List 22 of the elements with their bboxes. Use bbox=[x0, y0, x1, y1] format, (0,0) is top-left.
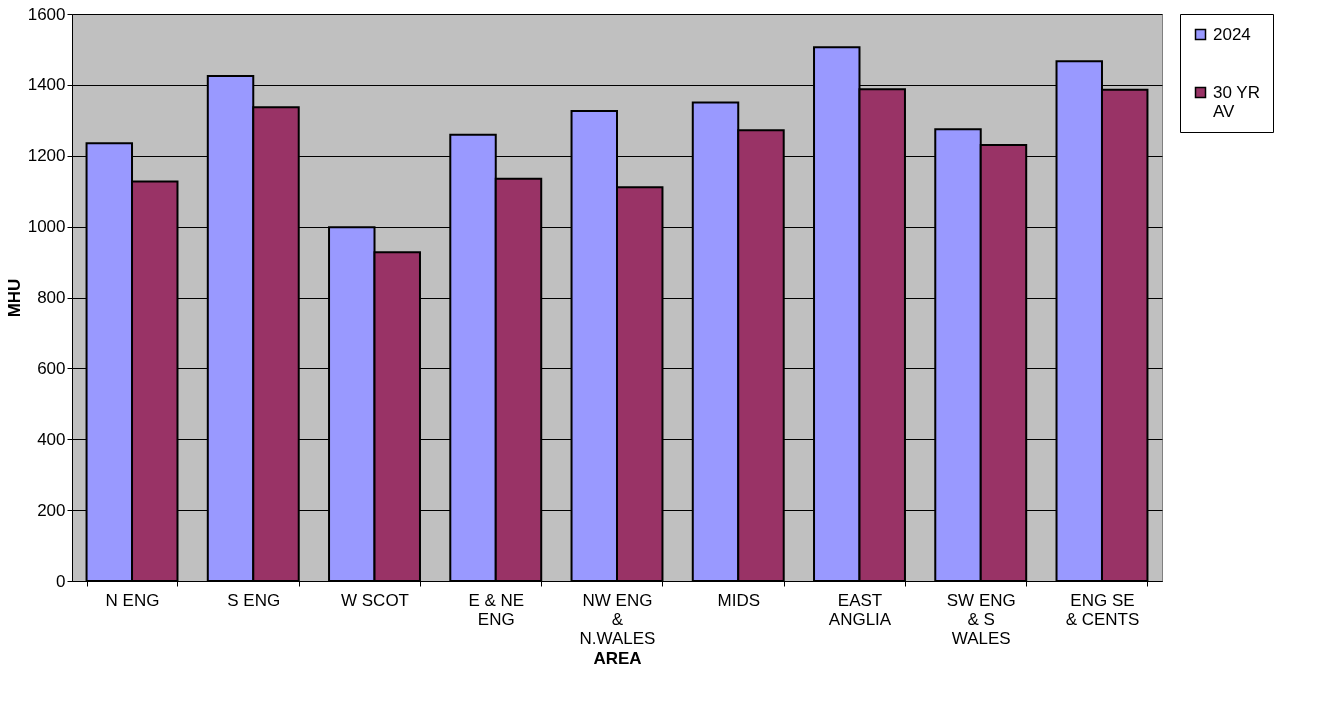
x-tick-label: ENG SE & CENTS bbox=[1065, 590, 1140, 629]
y-tick-label: 600 bbox=[37, 358, 66, 378]
y-tick-label: 1600 bbox=[27, 4, 66, 24]
x-axis-title: AREA bbox=[593, 648, 642, 668]
x-tick-label: W SCOT bbox=[341, 590, 410, 610]
y-tick-label: 200 bbox=[37, 500, 66, 520]
x-tick-label: MIDS bbox=[717, 590, 760, 610]
legend-label: 30 YR AV bbox=[1213, 82, 1260, 121]
legend-label: 2024 bbox=[1213, 24, 1251, 44]
x-tick-label: NW ENG & N.WALES bbox=[579, 590, 656, 648]
y-tick-label: 1400 bbox=[27, 75, 66, 95]
y-tick-label: 400 bbox=[37, 429, 66, 449]
x-tick-label: E & NE ENG bbox=[468, 590, 525, 629]
x-tick-label: S ENG bbox=[227, 590, 281, 610]
y-axis-title: MHU bbox=[4, 278, 24, 318]
y-tick-label: 1000 bbox=[27, 217, 66, 237]
x-tick-label: EAST ANGLIA bbox=[828, 590, 892, 629]
y-tick-label: 800 bbox=[37, 288, 66, 307]
x-tick-label: SW ENG & S WALES bbox=[946, 590, 1016, 648]
y-tick-label: 0 bbox=[56, 571, 66, 591]
y-tick-label: 1200 bbox=[27, 146, 66, 166]
x-tick-label: N ENG bbox=[105, 590, 160, 610]
